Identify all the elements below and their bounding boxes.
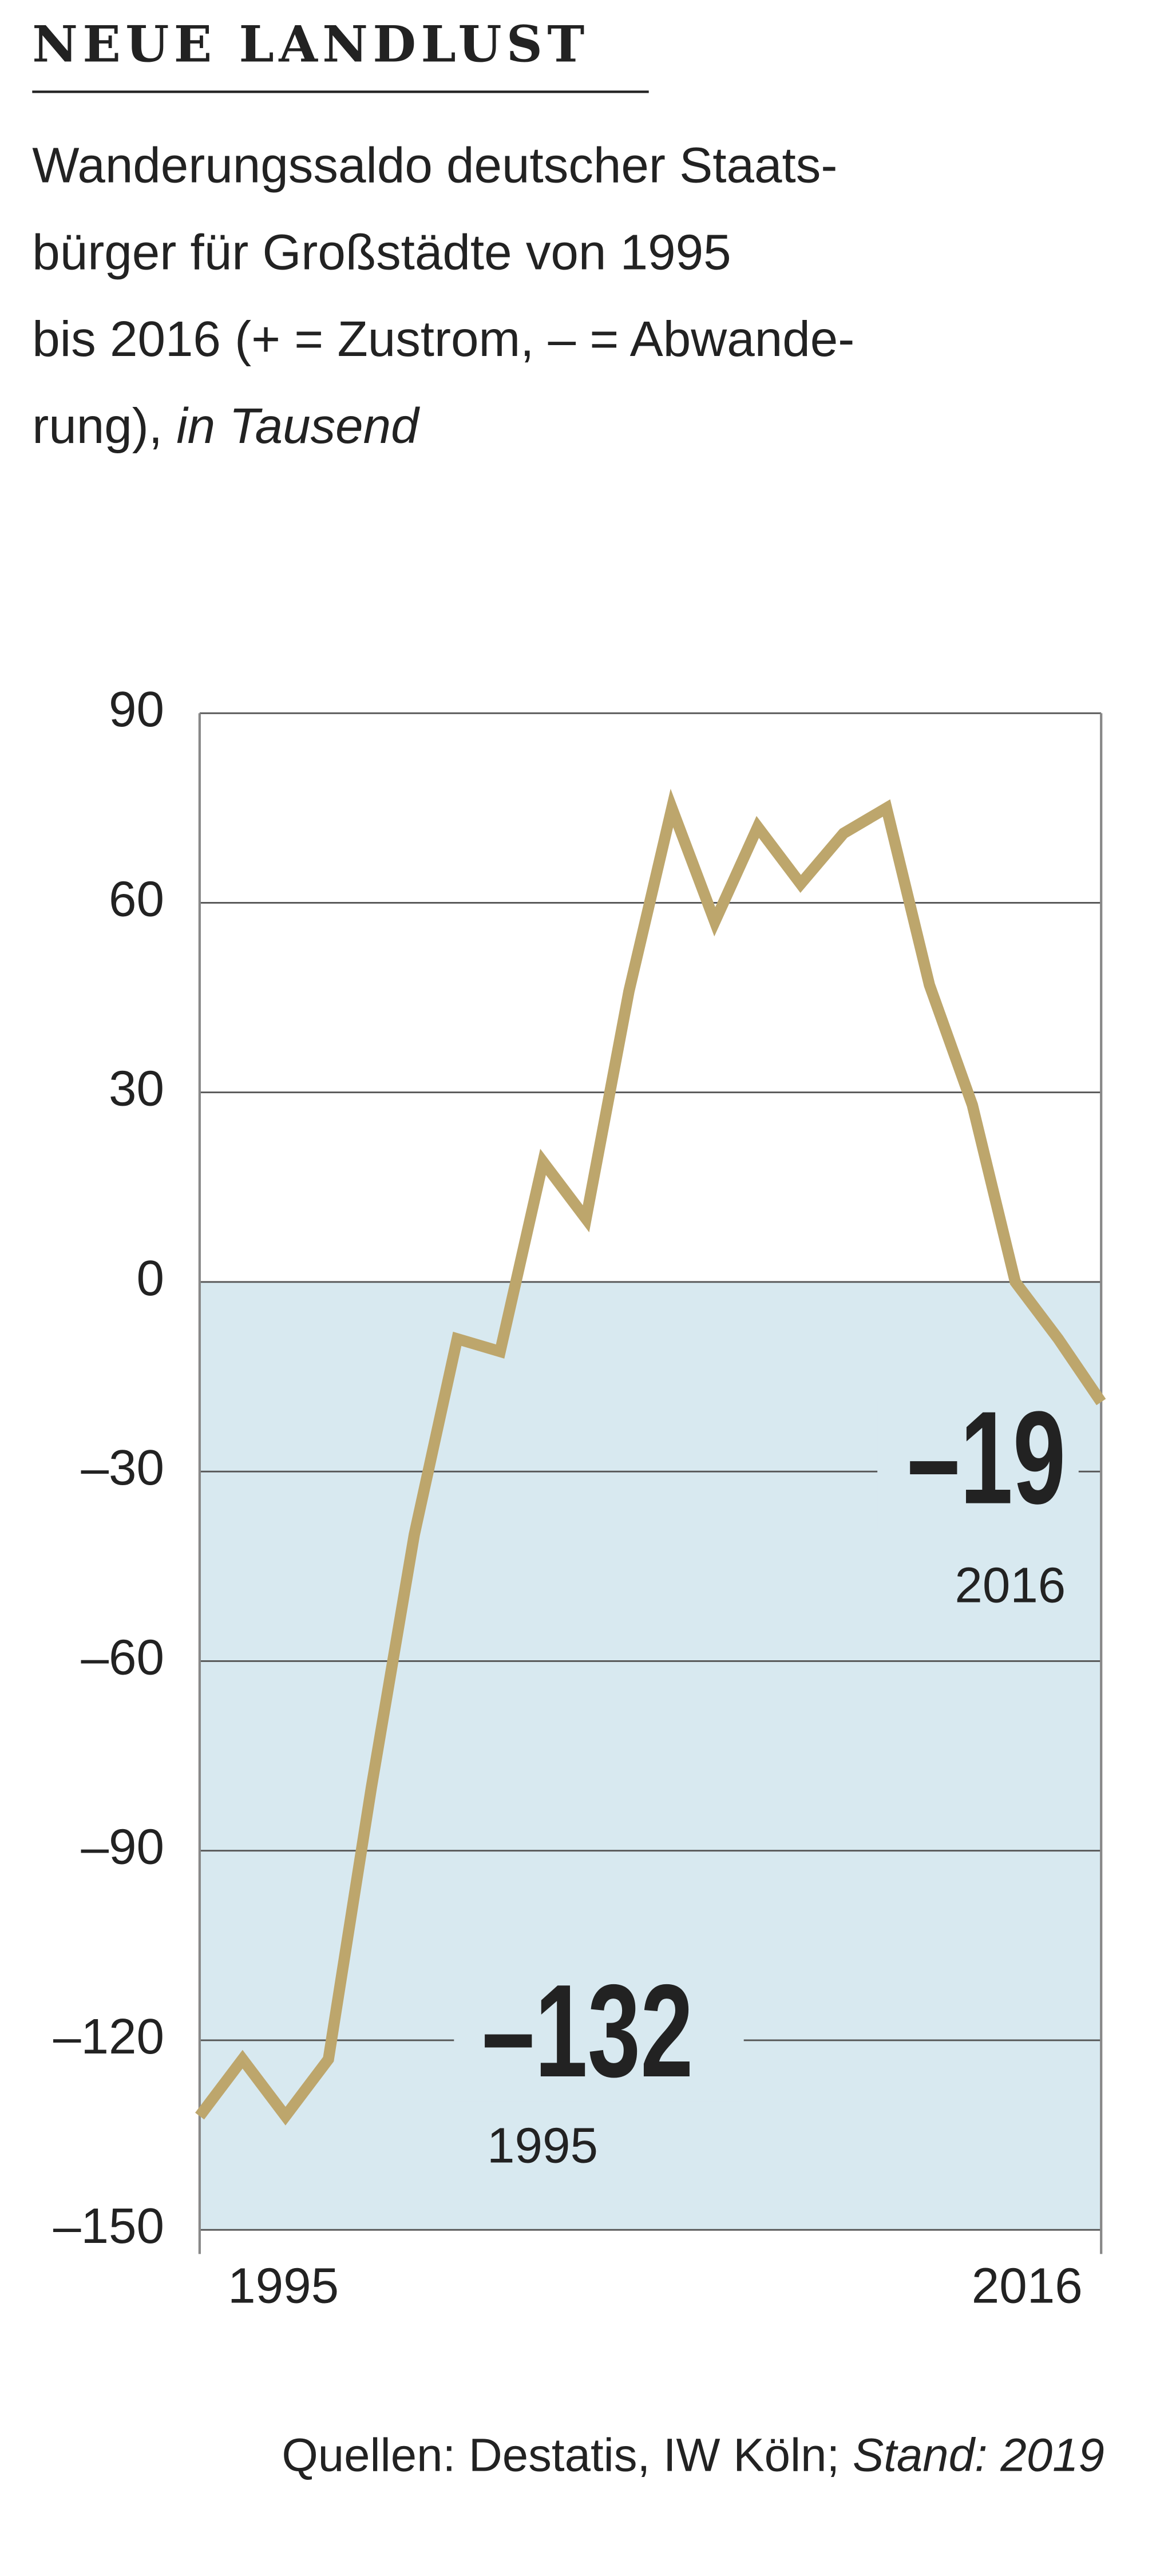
subtitle-text: bis 2016 (+ = Zustrom, – = Abwande- [32,311,854,367]
value-label: –132 [482,1957,693,2104]
unit: in Tausend [176,398,420,454]
data-line [195,789,1106,2126]
subtitle-line: rung), in Tausend [32,398,420,454]
y-tick-label: –60 [81,1629,164,1685]
label-bg [877,1400,1079,1530]
label-bg [454,1972,744,2102]
y-tick-label: 30 [109,1061,164,1117]
subtitle-line: bis 2016 (+ = Zustrom, – = Abwande- [32,311,854,367]
y-tick-label: –150 [53,2198,164,2254]
value-label-year: 1995 [487,2118,598,2174]
chart-title: NEUE LANDLUST [32,14,589,73]
value-label: –19 [907,1384,1066,1532]
source-date: Stand: 2019 [853,2429,1104,2481]
source-text: Quellen: Destatis, IW Köln; [282,2429,840,2481]
x-tick-label: 1995 [228,2258,339,2313]
y-tick-label: 60 [109,871,164,927]
subtitle-line: Wanderungssaldo deutscher Staats- [32,137,837,193]
y-tick-label: –30 [81,1440,164,1495]
subtitle-text: bürger für Großstädte von 1995 [32,224,731,280]
x-tick-label: 2016 [972,2258,1083,2313]
subtitle-line: bürger für Großstädte von 1995 [32,224,731,280]
y-tick-label: 90 [109,682,164,737]
subtitle-text: rung), [32,398,163,454]
source: Quellen: Destatis, IW Köln; Stand: 2019 [282,2429,1104,2481]
subtitle: Wanderungssaldo deutscher Staats-bürger … [32,137,854,454]
y-tick-label: –120 [53,2009,164,2064]
subtitle-text: Wanderungssaldo deutscher Staats- [32,137,837,193]
y-tick-label: 0 [136,1251,164,1306]
value-label-year: 2016 [955,1558,1066,1613]
y-tick-label: –90 [81,1819,164,1875]
